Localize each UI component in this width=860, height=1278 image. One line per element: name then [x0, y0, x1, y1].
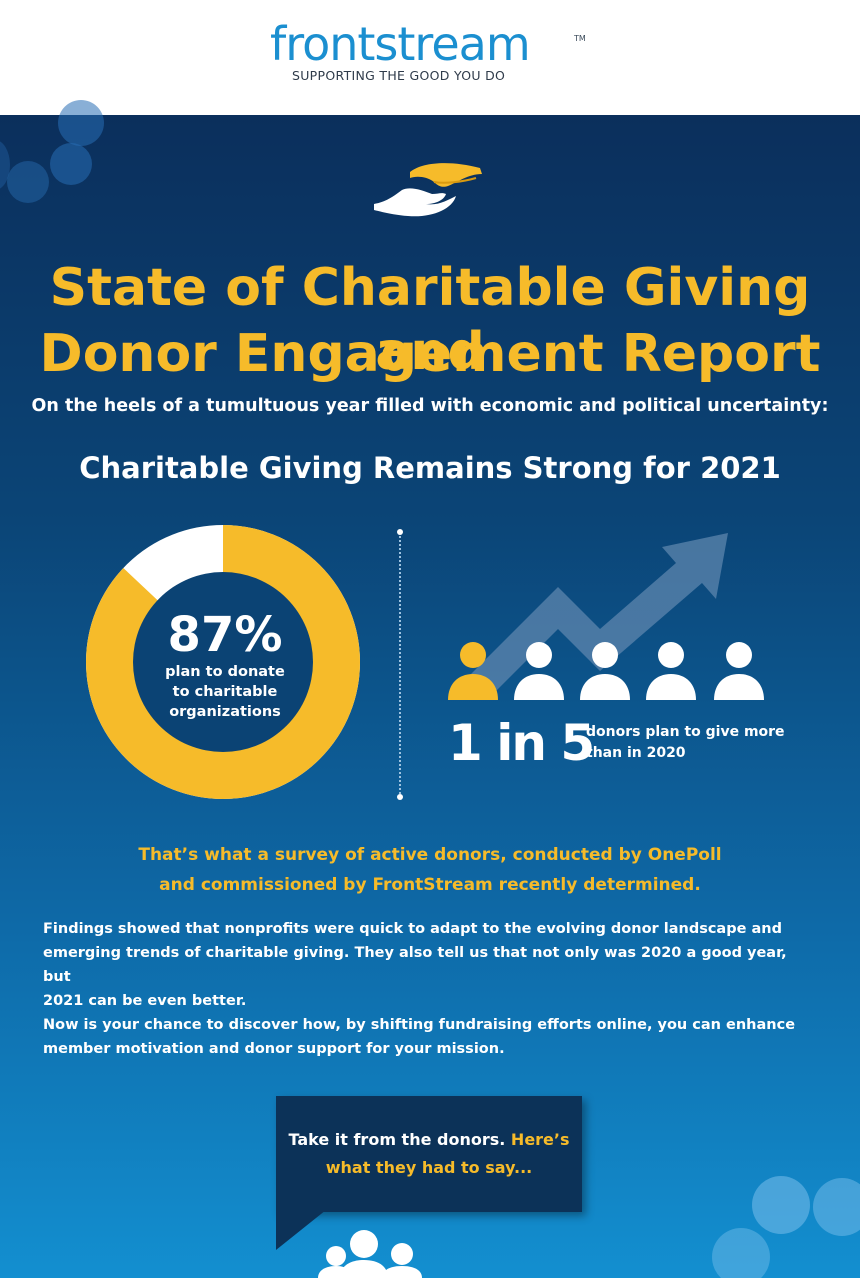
donut-value-segment — [86, 525, 360, 799]
dotted-divider — [399, 532, 401, 798]
header: frontstream TM SUPPORTING THE GOOD YOU D… — [0, 0, 860, 115]
logo-wordmark: frontstream — [270, 17, 531, 71]
donut-label-line-1: plan to donate — [165, 664, 285, 680]
findings-line-2: emerging trends of charitable giving. Th… — [43, 945, 787, 985]
quote-text-highlight-2: what they had to say... — [325, 1158, 533, 1177]
survey-line-2: and commissioned by FrontStream recently… — [159, 875, 701, 895]
survey-line-1: That’s what a survey of active donors, c… — [138, 845, 722, 865]
person-icon — [514, 642, 564, 700]
decorative-bubble — [50, 143, 92, 185]
findings-line-1: Findings showed that nonprofits were qui… — [43, 921, 782, 937]
helping-hands-icon — [374, 163, 482, 217]
ratio-label: donors plan to give more than in 2020 — [586, 722, 796, 764]
call-to-action-paragraph: Now is your chance to discover how, by s… — [43, 1013, 803, 1061]
decorative-bubble — [58, 100, 104, 146]
ratio-label-line-1: donors plan to give more — [586, 724, 785, 740]
donut-percent: 87% — [167, 607, 283, 663]
person-icon — [646, 642, 696, 700]
quote-bubble-text: Take it from the donors. Here’s what the… — [286, 1126, 572, 1182]
logo-trademark: TM — [574, 34, 586, 43]
stats-heading: Charitable Giving Remains Strong for 202… — [79, 451, 781, 485]
report-title-line-1: State of Charitable Giving and — [49, 258, 811, 382]
cta-line-1: Now is your chance to discover how, by s… — [43, 1017, 796, 1033]
quote-bubble — [276, 1096, 582, 1212]
donut-label-line-2: to charitable — [172, 684, 278, 700]
findings-paragraph: Findings showed that nonprofits were qui… — [43, 917, 803, 1013]
decorative-bubble — [752, 1176, 810, 1234]
decorative-bubble — [7, 161, 49, 203]
report-title-line-2: Donor Engagement Report — [39, 324, 821, 384]
decorative-bubble — [0, 140, 10, 190]
quote-bubble-tail — [276, 1210, 326, 1250]
report-subtitle: On the heels of a tumultuous year filled… — [31, 396, 829, 416]
quote-text-highlight-1: Here’s — [510, 1130, 570, 1149]
quote-text-white: Take it from the donors. — [288, 1130, 506, 1149]
divider-endpoint — [397, 794, 403, 800]
donut-center-label: 87% plan to donate to charitable organiz… — [135, 608, 315, 722]
donor-people-icons — [448, 642, 764, 700]
survey-statement: That’s what a survey of active donors, c… — [0, 840, 860, 900]
decorative-bubble — [813, 1178, 860, 1236]
person-icon-highlighted — [448, 642, 498, 700]
ratio-value: 1 in 5 — [448, 714, 595, 772]
person-icon — [714, 642, 764, 700]
logo-tagline: SUPPORTING THE GOOD YOU DO — [292, 68, 506, 83]
divider-endpoint — [397, 529, 403, 535]
cta-line-2: member motivation and donor support for … — [43, 1041, 505, 1057]
donut-label-line-3: organizations — [169, 704, 281, 720]
findings-line-3: 2021 can be even better. — [43, 993, 247, 1009]
donor-group-icon — [318, 1230, 422, 1278]
person-icon — [580, 642, 630, 700]
ratio-label-line-2: than in 2020 — [586, 745, 686, 761]
decorative-bubble — [712, 1228, 770, 1278]
frontstream-logo[interactable]: frontstream TM SUPPORTING THE GOOD YOU D… — [270, 18, 590, 88]
donut-chart — [86, 525, 360, 799]
donut-hole — [133, 572, 313, 752]
